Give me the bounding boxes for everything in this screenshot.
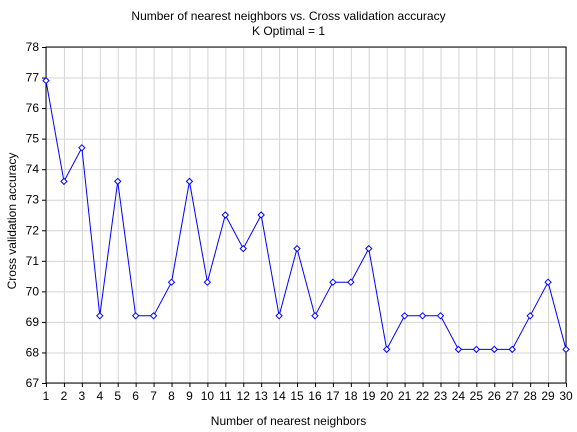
x-tick-label-7: 7 bbox=[150, 389, 157, 403]
x-tick-label-29: 29 bbox=[541, 389, 555, 403]
x-tick-label-24: 24 bbox=[452, 389, 466, 403]
x-axis-ticks: 1 2 3 4 5 6 7 8 9 10 11 12 13 14 15 16 17 18 19 20 21 22 23 24 2… bbox=[43, 383, 573, 403]
data-point-6 bbox=[131, 312, 140, 320]
data-point-20 bbox=[382, 345, 391, 354]
x-tick-label-5: 5 bbox=[114, 389, 121, 403]
y-tick-label-68: 68 bbox=[26, 345, 40, 359]
x-tick-label-17: 17 bbox=[326, 389, 340, 403]
data-point-10 bbox=[203, 278, 212, 286]
data-point-11 bbox=[221, 211, 230, 219]
y-axis-label: Cross validation accuracy bbox=[5, 152, 19, 290]
x-tick-label-8: 8 bbox=[168, 389, 175, 403]
y-tick-label-75: 75 bbox=[26, 132, 40, 146]
x-tick-label-11: 11 bbox=[219, 389, 232, 403]
data-point-12 bbox=[239, 244, 247, 253]
x-axis-label: Number of nearest neighbors bbox=[210, 414, 367, 428]
x-tick-label-14: 14 bbox=[272, 389, 286, 403]
x-tick-label-16: 16 bbox=[308, 389, 322, 403]
y-tick-label-74: 74 bbox=[26, 162, 40, 176]
x-tick-label-28: 28 bbox=[523, 389, 537, 403]
y-tick-label-70: 70 bbox=[26, 284, 40, 298]
y-tick-label-76: 76 bbox=[26, 101, 40, 115]
x-tick-label-15: 15 bbox=[290, 389, 304, 403]
data-point-1 bbox=[42, 76, 50, 85]
x-tick-label-20: 20 bbox=[380, 389, 394, 403]
data-point-2 bbox=[60, 177, 68, 186]
data-point-21 bbox=[400, 312, 409, 320]
x-tick-label-4: 4 bbox=[96, 389, 103, 403]
data-point-25 bbox=[472, 345, 481, 354]
y-tick-label-69: 69 bbox=[26, 315, 40, 329]
data-point-5 bbox=[114, 177, 122, 186]
data-point-18 bbox=[347, 278, 355, 286]
data-point-23 bbox=[436, 312, 445, 320]
plot-area-frame bbox=[45, 46, 567, 384]
data-point-3 bbox=[78, 144, 86, 152]
data-point-17 bbox=[329, 278, 337, 286]
y-tick-label-67: 67 bbox=[26, 376, 40, 390]
data-point-27 bbox=[508, 345, 516, 354]
x-tick-label-2: 2 bbox=[61, 389, 68, 403]
x-tick-label-6: 6 bbox=[132, 389, 139, 403]
data-point-22 bbox=[418, 312, 427, 320]
x-tick-label-27: 27 bbox=[506, 389, 520, 403]
x-tick-label-13: 13 bbox=[254, 389, 268, 403]
x-tick-label-21: 21 bbox=[398, 389, 412, 403]
data-point-30 bbox=[562, 345, 570, 354]
x-tick-label-9: 9 bbox=[186, 389, 193, 403]
x-tick-label-19: 19 bbox=[362, 389, 376, 403]
data-point-19 bbox=[365, 244, 373, 253]
x-tick-label-30: 30 bbox=[559, 389, 573, 403]
y-tick-label-72: 72 bbox=[26, 223, 40, 237]
data-point-24 bbox=[454, 345, 463, 354]
x-tick-label-3: 3 bbox=[79, 389, 86, 403]
grid-lines bbox=[46, 47, 567, 384]
chart-subtitle: K Optimal = 1 bbox=[251, 24, 326, 38]
data-point-29 bbox=[544, 278, 552, 286]
data-point-4 bbox=[96, 312, 104, 320]
y-axis-ticks: 67 68 69 70 71 72 73 74 75 76 77 78 bbox=[26, 40, 46, 390]
x-tick-label-26: 26 bbox=[488, 389, 502, 403]
data-point-16 bbox=[311, 312, 319, 320]
y-tick-label-73: 73 bbox=[26, 193, 40, 207]
x-tick-label-23: 23 bbox=[434, 389, 448, 403]
data-point-14 bbox=[275, 312, 283, 320]
series-line bbox=[45, 80, 567, 351]
x-tick-label-12: 12 bbox=[237, 389, 251, 403]
data-point-8 bbox=[167, 278, 176, 286]
x-tick-label-1: 1 bbox=[43, 389, 50, 403]
y-tick-label-77: 77 bbox=[26, 71, 40, 85]
x-tick-label-22: 22 bbox=[416, 389, 430, 403]
data-point-7 bbox=[149, 312, 158, 320]
data-point-15 bbox=[293, 244, 301, 253]
y-tick-label-71: 71 bbox=[26, 254, 40, 268]
data-point-13 bbox=[257, 211, 265, 219]
y-tick-label-78: 78 bbox=[26, 40, 40, 54]
data-point-26 bbox=[490, 345, 498, 354]
chart-title: Number of nearest neighbors vs. Cross va… bbox=[131, 9, 446, 23]
data-point-28 bbox=[526, 312, 534, 320]
series-markers bbox=[42, 76, 570, 354]
x-tick-label-10: 10 bbox=[201, 389, 215, 403]
x-tick-label-25: 25 bbox=[470, 389, 484, 403]
data-point-9 bbox=[185, 177, 194, 186]
x-tick-label-18: 18 bbox=[344, 389, 358, 403]
